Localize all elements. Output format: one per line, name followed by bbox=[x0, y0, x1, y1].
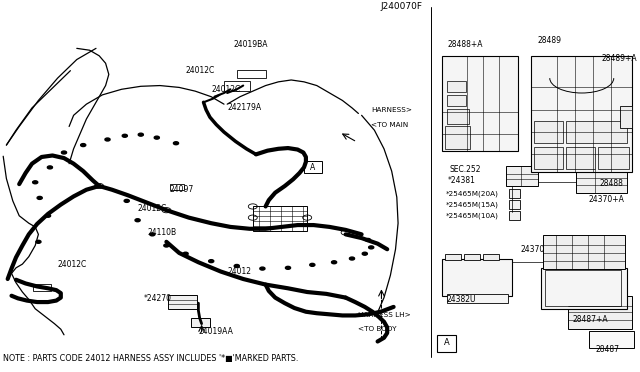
Circle shape bbox=[36, 240, 41, 243]
Bar bbox=[576, 169, 627, 193]
Bar bbox=[509, 211, 520, 220]
Circle shape bbox=[105, 138, 110, 141]
Text: 28489: 28489 bbox=[538, 36, 562, 45]
Bar bbox=[534, 147, 563, 169]
Bar bbox=[304, 161, 322, 173]
Bar bbox=[509, 189, 520, 198]
Text: 28487+A: 28487+A bbox=[573, 315, 609, 324]
Circle shape bbox=[369, 246, 374, 249]
Circle shape bbox=[124, 199, 129, 202]
Bar bbox=[509, 200, 520, 209]
Bar bbox=[445, 126, 470, 149]
Text: SEC.252: SEC.252 bbox=[450, 165, 481, 174]
Text: 28488: 28488 bbox=[600, 179, 623, 187]
Text: 28488+A: 28488+A bbox=[448, 40, 483, 49]
Bar bbox=[506, 166, 538, 186]
Text: 24012: 24012 bbox=[227, 267, 251, 276]
Text: HARNESS LH>: HARNESS LH> bbox=[358, 312, 411, 318]
Bar bbox=[170, 184, 184, 190]
Circle shape bbox=[173, 142, 179, 145]
Circle shape bbox=[260, 267, 265, 270]
Bar bbox=[589, 331, 634, 348]
Circle shape bbox=[154, 136, 159, 139]
Bar bbox=[33, 284, 51, 291]
Circle shape bbox=[138, 133, 143, 136]
Circle shape bbox=[349, 257, 355, 260]
Text: 24370: 24370 bbox=[520, 245, 545, 254]
Bar bbox=[464, 254, 480, 260]
Text: 24012C: 24012C bbox=[211, 85, 241, 94]
Text: A: A bbox=[444, 339, 449, 347]
Bar bbox=[237, 70, 266, 78]
Text: 24097: 24097 bbox=[170, 185, 194, 194]
Text: 24012C: 24012C bbox=[58, 260, 87, 269]
Bar bbox=[541, 268, 627, 309]
Circle shape bbox=[122, 134, 127, 137]
Circle shape bbox=[285, 266, 291, 269]
Circle shape bbox=[365, 238, 371, 241]
Bar bbox=[447, 294, 508, 303]
Text: 28489+A: 28489+A bbox=[602, 54, 637, 63]
Bar bbox=[620, 106, 632, 128]
Bar bbox=[437, 335, 456, 352]
Circle shape bbox=[150, 233, 155, 236]
Bar bbox=[543, 235, 625, 269]
Text: HARNESS>: HARNESS> bbox=[371, 108, 412, 113]
Bar bbox=[442, 56, 518, 151]
Text: J240070F: J240070F bbox=[380, 2, 422, 11]
Circle shape bbox=[332, 261, 337, 264]
Circle shape bbox=[47, 166, 52, 169]
Text: 24382U: 24382U bbox=[446, 295, 476, 304]
Bar bbox=[545, 270, 621, 306]
Text: 24110B: 24110B bbox=[147, 228, 177, 237]
Circle shape bbox=[209, 260, 214, 263]
Circle shape bbox=[61, 151, 67, 154]
Bar bbox=[566, 147, 595, 169]
Circle shape bbox=[33, 181, 38, 184]
Text: 28487: 28487 bbox=[595, 345, 620, 354]
Circle shape bbox=[164, 244, 169, 247]
Text: *25465M(15A): *25465M(15A) bbox=[446, 201, 499, 208]
Bar bbox=[168, 295, 197, 309]
Circle shape bbox=[183, 252, 188, 255]
Circle shape bbox=[37, 196, 42, 199]
Text: *25465M(10A): *25465M(10A) bbox=[446, 212, 499, 219]
Text: 24019AA: 24019AA bbox=[198, 327, 233, 336]
Circle shape bbox=[310, 263, 315, 266]
Circle shape bbox=[135, 219, 140, 222]
Text: <TO BODY: <TO BODY bbox=[358, 326, 397, 332]
Bar bbox=[442, 259, 512, 296]
Text: A: A bbox=[310, 163, 316, 171]
Text: *25465M(20A): *25465M(20A) bbox=[446, 190, 499, 197]
Text: NOTE : PARTS CODE 24012 HARNESS ASSY INCLUDES '*■'MARKED PARTS.: NOTE : PARTS CODE 24012 HARNESS ASSY INC… bbox=[3, 354, 299, 363]
Bar bbox=[447, 109, 469, 124]
Bar bbox=[191, 318, 210, 327]
Text: 24370+A: 24370+A bbox=[589, 195, 625, 203]
Bar bbox=[568, 296, 632, 329]
Bar bbox=[534, 121, 563, 143]
Bar bbox=[483, 254, 499, 260]
Bar bbox=[447, 81, 466, 92]
Circle shape bbox=[362, 252, 367, 255]
Text: <TO MAIN: <TO MAIN bbox=[371, 122, 408, 128]
Bar bbox=[224, 81, 250, 91]
Bar bbox=[445, 254, 461, 260]
Text: *24270: *24270 bbox=[144, 294, 172, 303]
Circle shape bbox=[81, 144, 86, 147]
Text: *24381: *24381 bbox=[448, 176, 476, 185]
Text: 24012C: 24012C bbox=[186, 66, 215, 75]
Bar bbox=[531, 56, 632, 172]
Text: 24012C: 24012C bbox=[138, 204, 167, 213]
Bar bbox=[566, 121, 627, 143]
Text: 24019BA: 24019BA bbox=[234, 40, 268, 49]
Circle shape bbox=[234, 264, 239, 267]
Bar bbox=[447, 95, 466, 106]
Text: 242179A: 242179A bbox=[227, 103, 261, 112]
Bar bbox=[253, 206, 307, 231]
Bar bbox=[598, 147, 629, 169]
Circle shape bbox=[45, 214, 51, 217]
